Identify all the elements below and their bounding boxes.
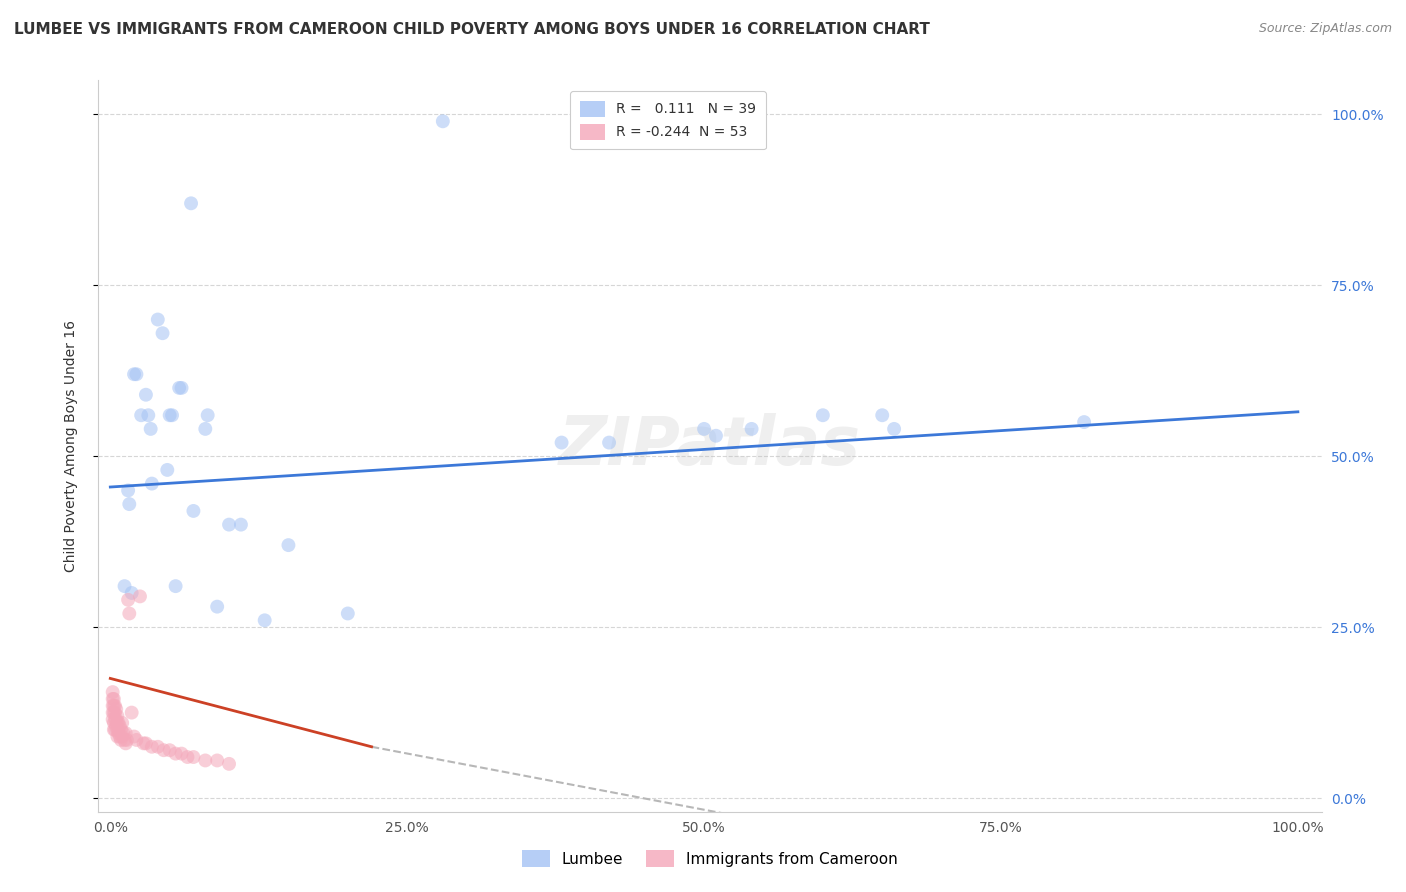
Point (170, 747, 193, 761)
Point (704, 429, 727, 443)
Point (122, 368, 145, 382)
Point (336, 607, 359, 621)
Point (118, 607, 141, 621)
Point (141, 739, 163, 754)
Point (103, 698, 125, 713)
Point (146, 739, 169, 754)
Text: LUMBEE VS IMMIGRANTS FROM CAMEROON CHILD POVERTY AMONG BOYS UNDER 16 CORRELATION: LUMBEE VS IMMIGRANTS FROM CAMEROON CHILD… (14, 22, 929, 37)
Point (117, 592, 139, 607)
Point (104, 698, 127, 713)
Point (114, 733, 136, 747)
Point (132, 736, 155, 750)
Point (159, 743, 181, 757)
Point (180, 196, 202, 211)
Point (112, 726, 135, 740)
Point (104, 706, 127, 720)
Point (114, 736, 136, 750)
Point (107, 726, 129, 740)
Point (101, 685, 124, 699)
Point (1073, 415, 1095, 429)
Point (205, 754, 228, 768)
Point (108, 719, 131, 733)
Point (107, 715, 129, 730)
Point (432, 114, 454, 128)
Point (125, 368, 148, 382)
Point (183, 750, 205, 764)
Point (121, 706, 143, 720)
Point (104, 723, 127, 737)
Point (105, 719, 128, 733)
Text: ZIPatlas: ZIPatlas (560, 413, 860, 479)
Point (115, 733, 138, 747)
Point (159, 409, 181, 423)
Point (883, 422, 905, 436)
Point (152, 326, 174, 341)
Point (125, 733, 148, 747)
Point (152, 743, 174, 757)
Point (139, 422, 162, 436)
Point (598, 435, 620, 450)
Point (114, 726, 136, 740)
Point (146, 312, 169, 326)
Point (104, 713, 127, 727)
Y-axis label: Child Poverty Among Boys Under 16: Child Poverty Among Boys Under 16 (63, 320, 77, 572)
Point (107, 723, 129, 737)
Point (160, 409, 183, 423)
Point (253, 613, 276, 627)
Point (218, 756, 240, 771)
Point (111, 715, 134, 730)
Point (107, 709, 129, 723)
Point (110, 733, 132, 747)
Point (194, 754, 217, 768)
Point (197, 409, 219, 423)
Point (117, 483, 139, 498)
Point (122, 730, 145, 744)
Point (183, 504, 205, 518)
Point (135, 736, 157, 750)
Point (107, 715, 129, 730)
Point (105, 702, 128, 716)
Point (165, 747, 187, 761)
Point (277, 538, 299, 552)
Point (103, 692, 125, 706)
Point (811, 409, 834, 423)
Point (693, 422, 716, 436)
Point (218, 517, 240, 532)
Point (165, 579, 187, 593)
Point (105, 713, 128, 727)
Legend: Lumbee, Immigrants from Cameroon: Lumbee, Immigrants from Cameroon (516, 844, 904, 873)
Point (136, 409, 159, 423)
Point (101, 713, 124, 727)
Point (870, 409, 893, 423)
Point (550, 435, 572, 450)
Point (108, 730, 131, 744)
Point (167, 381, 190, 395)
Point (229, 517, 252, 532)
Point (103, 723, 125, 737)
Point (110, 723, 132, 737)
Point (141, 476, 163, 491)
Point (194, 422, 217, 436)
Point (170, 381, 193, 395)
Point (129, 409, 152, 423)
Point (741, 422, 763, 436)
Point (176, 750, 198, 764)
Point (101, 698, 124, 713)
Point (114, 579, 136, 593)
Point (205, 599, 228, 614)
Point (101, 706, 124, 720)
Point (103, 706, 125, 720)
Point (103, 715, 125, 730)
Point (129, 590, 152, 604)
Point (121, 586, 143, 600)
Point (118, 497, 141, 511)
Point (156, 463, 179, 477)
Point (111, 730, 134, 744)
Point (101, 692, 124, 706)
Point (107, 730, 129, 744)
Text: Source: ZipAtlas.com: Source: ZipAtlas.com (1258, 22, 1392, 36)
Point (135, 388, 157, 402)
